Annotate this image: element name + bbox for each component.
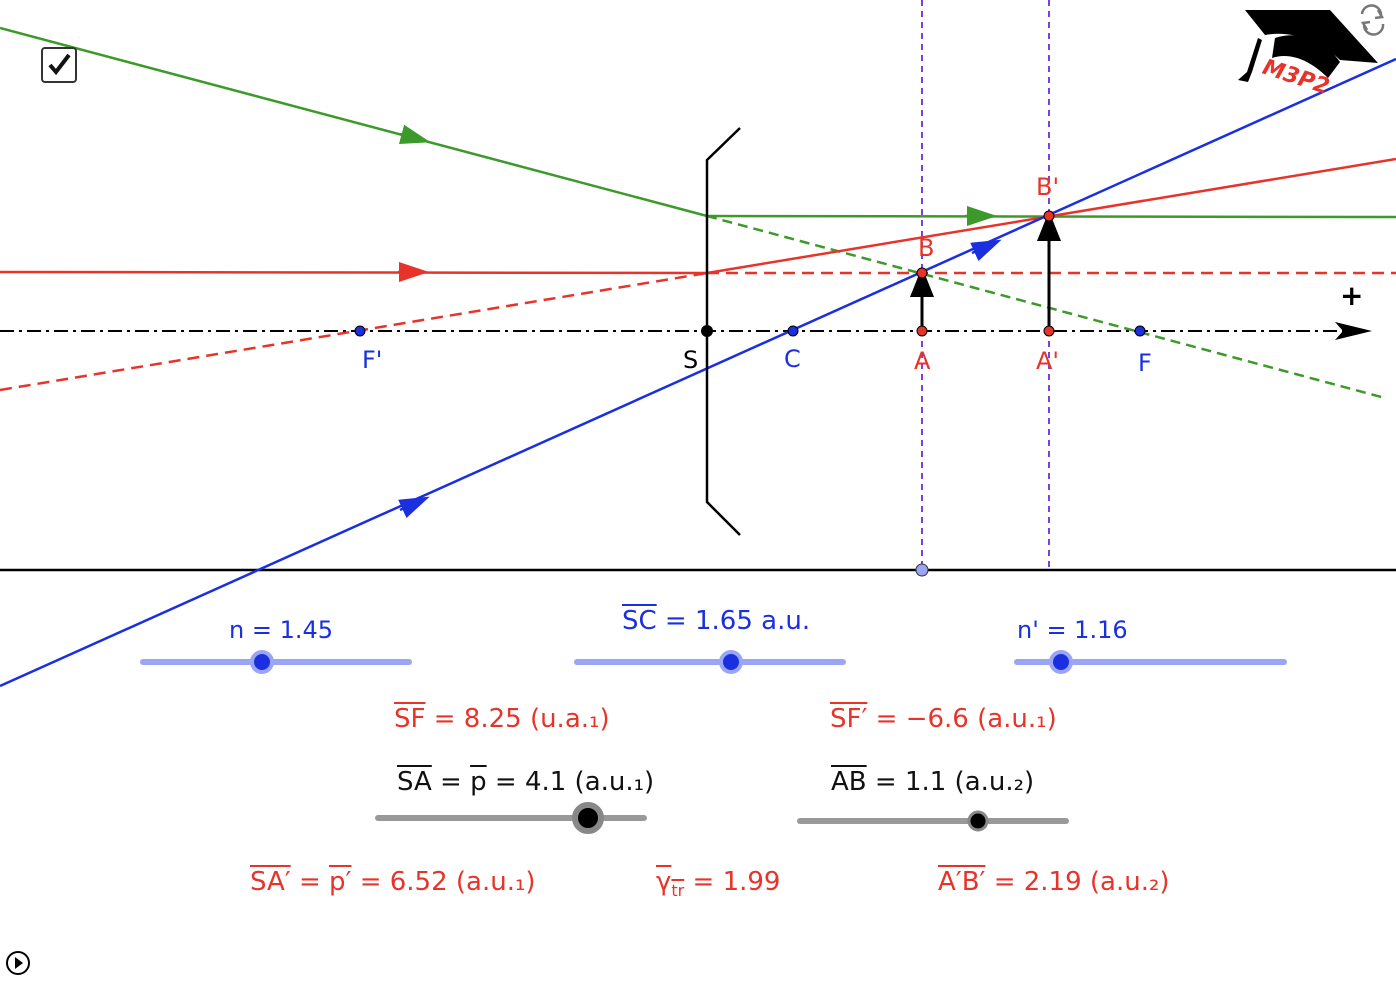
blue-ray-arrow	[398, 496, 430, 519]
play-icon[interactable]	[6, 951, 30, 975]
sa-prime-result: SA′ = p′ = 6.52 (a.u.₁)	[250, 867, 536, 897]
slider-n-prime-label: n' = 1.16	[1017, 616, 1128, 644]
point-A-prime[interactable]	[1043, 325, 1055, 337]
slider-ab-knob[interactable]	[967, 810, 989, 832]
label-A: A	[914, 347, 931, 375]
slider-n-knob[interactable]	[250, 650, 274, 674]
point-B-prime[interactable]	[1043, 210, 1055, 222]
slider-sc-label: SC = 1.65 a.u.	[622, 606, 811, 636]
slider-sc-knob[interactable]	[719, 650, 743, 674]
label-C: C	[784, 345, 801, 373]
ab-prime-result: A′B′ = 2.19 (a.u.₂)	[938, 867, 1170, 897]
label-S: S	[683, 346, 698, 374]
blue-ray	[0, 57, 1396, 688]
point-F-prime[interactable]	[354, 325, 366, 337]
slider-n-prime-knob[interactable]	[1049, 650, 1073, 674]
slider-sa-label: SA = p = 4.1 (a.u.₁)	[397, 767, 655, 797]
point-F[interactable]	[1134, 325, 1146, 337]
red-ray-extension	[0, 271, 708, 392]
green-ray-arrow	[398, 124, 431, 145]
show-construction-checkbox[interactable]	[41, 47, 77, 83]
blue-ray-arrow-2	[970, 239, 1002, 262]
label-F: F	[1138, 349, 1152, 377]
checkmark-icon	[48, 53, 71, 76]
base-point[interactable]	[915, 563, 929, 577]
sf-result: SF = 8.25 (u.a.₁)	[394, 704, 610, 734]
slider-n-label: n = 1.45	[229, 616, 334, 644]
label-B-prime: B'	[1036, 173, 1059, 201]
axis-arrow-icon	[1335, 322, 1372, 340]
point-C[interactable]	[787, 325, 799, 337]
axis-plus: +	[1340, 279, 1363, 312]
green-ray-extension	[706, 214, 1386, 400]
m3p2-logo: M3P2	[1238, 10, 1378, 100]
point-B[interactable]	[916, 267, 928, 279]
refresh-icon[interactable]	[1360, 4, 1385, 36]
green-ray-incident	[0, 26, 708, 218]
point-A[interactable]	[916, 325, 928, 337]
label-B: B	[918, 234, 934, 262]
slider-ab-label: AB = 1.1 (a.u.₂)	[831, 767, 1035, 797]
sf-prime-result: SF′ = −6.6 (a.u.₁)	[830, 704, 1057, 734]
label-F-prime: F'	[362, 346, 382, 374]
gamma-result: γtr = 1.99	[656, 867, 781, 901]
point-S[interactable]	[701, 325, 713, 337]
slider-sa-knob[interactable]	[572, 802, 604, 834]
red-ray-incident	[0, 270, 708, 275]
label-A-prime: A'	[1036, 347, 1059, 375]
